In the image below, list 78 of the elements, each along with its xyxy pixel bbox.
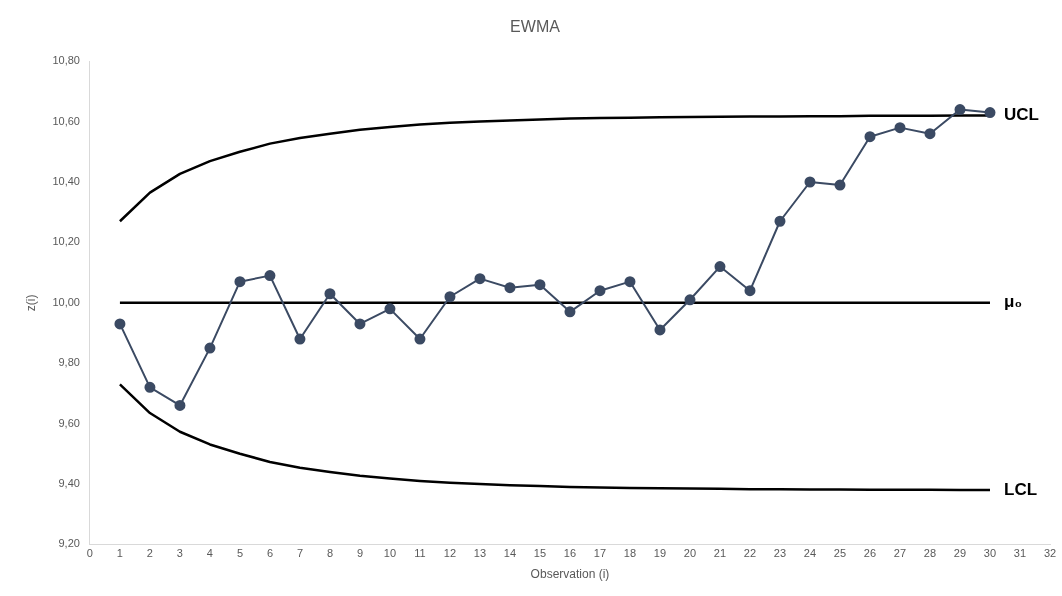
x-tick-label: 10 — [383, 547, 397, 560]
point — [594, 285, 606, 297]
x-tick-label: 31 — [1013, 547, 1027, 560]
point — [894, 122, 906, 134]
x-tick-label: 6 — [266, 547, 273, 560]
x-axis-title: Observation (i) — [530, 567, 610, 582]
x-tick-label: 14 — [503, 547, 517, 560]
x-tick-label: 11 — [414, 547, 426, 560]
point — [294, 333, 306, 345]
x-tick-label: 28 — [923, 547, 937, 560]
point — [864, 131, 876, 143]
series-label: LCL — [1004, 479, 1038, 499]
x-tick-label: 32 — [1043, 547, 1057, 560]
x-tick-label: 12 — [443, 547, 457, 560]
point — [714, 261, 726, 273]
x-tick-label: 0 — [86, 547, 93, 560]
x-tick-label: 5 — [236, 547, 243, 560]
x-tick-label: 20 — [683, 547, 697, 560]
point — [204, 342, 216, 354]
point — [474, 273, 486, 285]
point — [774, 215, 786, 227]
x-tick-label: 19 — [653, 547, 667, 560]
y-axis-title: z(i) — [23, 294, 38, 312]
x-tick-label: 21 — [713, 547, 727, 560]
x-tick-label: 9 — [356, 547, 364, 560]
point — [324, 288, 336, 300]
point — [444, 291, 456, 303]
point — [264, 270, 276, 282]
x-tick-label: 25 — [833, 547, 847, 560]
x-tick-label: 8 — [326, 547, 334, 560]
x-tick-label: 18 — [623, 547, 637, 560]
point — [144, 381, 156, 393]
x-tick-label: 16 — [563, 547, 577, 560]
x-tick-label: 23 — [773, 547, 787, 560]
series-label: μ₀ — [1004, 292, 1023, 312]
x-tick-label: 1 — [116, 547, 123, 560]
point — [834, 179, 846, 191]
chart-title: EWMA — [510, 18, 561, 36]
point — [354, 318, 366, 330]
x-tick-label: 17 — [593, 547, 607, 560]
point — [804, 176, 816, 188]
point — [414, 333, 426, 345]
y-tick-label: 10,00 — [52, 295, 80, 308]
point — [504, 282, 516, 294]
x-tick-label: 29 — [953, 547, 967, 560]
point — [384, 303, 396, 315]
point — [624, 276, 636, 288]
point — [234, 276, 246, 288]
x-tick-label: 13 — [473, 547, 487, 560]
x-tick-label: 24 — [803, 547, 817, 560]
x-tick-label: 22 — [743, 547, 757, 560]
x-tick-label: 15 — [533, 547, 547, 560]
point — [924, 128, 936, 140]
y-tick-label: 10,60 — [52, 114, 80, 127]
y-tick-label: 9,20 — [58, 537, 80, 550]
point — [564, 306, 576, 318]
point — [534, 279, 546, 291]
point — [984, 107, 996, 119]
y-tick-label: 9,60 — [58, 416, 80, 429]
x-tick-label: 7 — [296, 547, 304, 560]
y-tick-label: 10,20 — [52, 235, 80, 248]
x-tick-label: 3 — [176, 547, 183, 560]
y-tick-label: 9,40 — [58, 477, 80, 490]
point — [684, 294, 696, 306]
y-tick-label: 9,80 — [58, 356, 80, 369]
x-tick-label: 26 — [863, 547, 877, 560]
x-tick-label: 2 — [146, 547, 153, 560]
y-tick-label: 10,40 — [52, 175, 80, 188]
series-label: UCL — [1004, 105, 1039, 125]
y-tick-label: 10,80 — [52, 54, 80, 67]
x-tick-label: 30 — [983, 547, 997, 560]
point — [954, 104, 966, 116]
point — [654, 324, 666, 336]
point — [744, 285, 756, 297]
point — [174, 399, 186, 411]
x-tick-label: 27 — [893, 547, 907, 560]
x-tick-label: 4 — [206, 547, 213, 560]
point — [114, 318, 126, 330]
